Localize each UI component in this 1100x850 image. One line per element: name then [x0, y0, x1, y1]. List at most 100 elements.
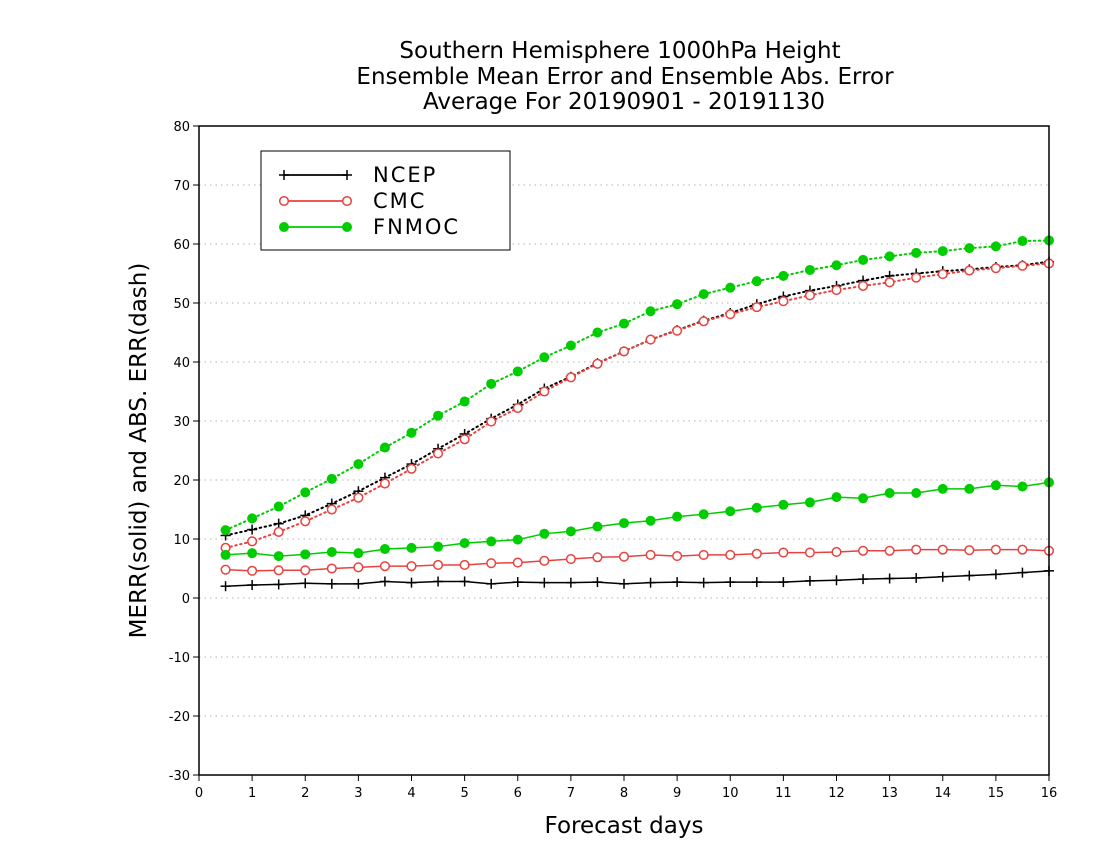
data-point-ncep-merr: [300, 578, 311, 589]
data-point-fnmoc-abs_err: [1017, 236, 1028, 247]
data-point-cmc-abs_err: [565, 372, 576, 383]
data-point-fnmoc-abs_err: [937, 246, 948, 257]
series-line-cmc-abs_err: [224, 262, 1050, 549]
data-point-fnmoc-merr: [937, 483, 948, 494]
data-point-ncep-merr: [379, 576, 390, 587]
data-point-cmc-abs_err: [778, 296, 789, 307]
data-point-fnmoc-abs_err: [698, 289, 709, 300]
data-point-ncep-merr: [645, 577, 656, 588]
data-point-fnmoc-abs_err: [592, 327, 603, 338]
data-point-fnmoc-merr: [884, 487, 895, 498]
data-point-ncep-merr: [725, 577, 736, 588]
data-point-cmc-abs_err: [512, 402, 523, 414]
data-point-cmc-abs_err: [433, 448, 444, 459]
x-tick-label: 9: [673, 786, 681, 801]
data-point-fnmoc-merr: [725, 506, 736, 517]
data-point-cmc-abs_err: [884, 277, 895, 288]
data-point-fnmoc-abs_err: [459, 396, 470, 407]
data-point-fnmoc-abs_err: [778, 270, 789, 281]
data-point-cmc-abs_err: [353, 492, 364, 503]
data-point-fnmoc-abs_err: [406, 427, 417, 438]
data-point-fnmoc-merr: [751, 502, 762, 513]
data-point-fnmoc-abs_err: [725, 282, 736, 293]
data-point-ncep-merr: [937, 571, 948, 582]
data-point-fnmoc-abs_err: [858, 254, 869, 265]
data-point-cmc-abs_err: [831, 284, 842, 296]
data-point-cmc-merr: [512, 557, 523, 568]
legend-marker: [279, 170, 289, 180]
y-tick-label: 50: [173, 297, 190, 312]
data-point-cmc-merr: [1017, 544, 1028, 555]
data-point-cmc-abs_err: [858, 280, 869, 291]
data-point-cmc-abs_err: [618, 346, 630, 357]
y-tick-label: -10: [169, 651, 190, 666]
data-point-ncep-merr: [804, 575, 815, 586]
data-point-cmc-merr: [247, 565, 258, 576]
series-lines: [224, 239, 1050, 587]
data-point-fnmoc-merr: [778, 499, 789, 510]
data-point-cmc-abs_err: [592, 358, 603, 369]
x-tick-label: 16: [1041, 786, 1058, 801]
data-point-fnmoc-merr: [1017, 481, 1028, 492]
data-point-fnmoc-merr: [804, 497, 815, 508]
x-tick-label: 8: [620, 786, 628, 801]
data-point-fnmoc-abs_err: [247, 513, 258, 524]
data-point-fnmoc-merr: [273, 551, 284, 562]
data-point-fnmoc-merr: [619, 518, 629, 529]
data-point-ncep-merr: [220, 581, 231, 592]
data-point-fnmoc-merr: [672, 511, 683, 522]
data-point-ncep-merr: [539, 577, 550, 588]
data-point-ncep-merr: [911, 572, 922, 583]
data-point-cmc-merr: [379, 561, 390, 572]
data-point-fnmoc-merr: [486, 536, 497, 547]
data-point-fnmoc-abs_err: [273, 501, 284, 512]
data-point-cmc-merr: [326, 563, 337, 574]
data-point-fnmoc-abs_err: [645, 306, 656, 317]
data-point-fnmoc-abs_err: [353, 459, 364, 470]
data-point-fnmoc-abs_err: [964, 243, 975, 254]
data-point-ncep-merr: [512, 577, 523, 588]
y-tick-label: 10: [173, 533, 190, 548]
data-point-fnmoc-abs_err: [379, 442, 390, 453]
data-point-cmc-abs_err: [486, 416, 497, 427]
data-point-cmc-abs_err: [326, 504, 337, 515]
data-point-cmc-merr: [804, 547, 815, 558]
data-point-cmc-abs_err: [300, 516, 311, 527]
data-point-cmc-merr: [964, 545, 975, 556]
data-point-cmc-merr: [725, 549, 736, 560]
series-line-fnmoc-abs_err: [224, 239, 1050, 532]
data-point-cmc-merr: [831, 546, 842, 558]
y-tick-label: 20: [173, 474, 190, 489]
data-point-cmc-merr: [672, 551, 683, 562]
data-point-fnmoc-merr: [911, 487, 922, 498]
legend-entry-fnmoc: FNMOC: [279, 215, 458, 239]
data-point-fnmoc-abs_err: [486, 378, 497, 389]
data-point-cmc-abs_err: [273, 526, 284, 537]
chart-title-line: Average For 20190901 - 20191130: [423, 89, 825, 115]
data-point-fnmoc-merr: [964, 483, 975, 494]
data-point-cmc-merr: [539, 555, 550, 566]
data-point-cmc-merr: [645, 549, 656, 560]
data-point-fnmoc-merr: [990, 480, 1001, 491]
data-point-ncep-merr: [406, 577, 417, 588]
data-point-cmc-merr: [751, 548, 762, 559]
gridlines: [199, 184, 1049, 717]
data-point-fnmoc-abs_err: [619, 318, 629, 329]
data-point-ncep-merr: [831, 575, 842, 586]
data-point-cmc-merr: [618, 551, 630, 562]
data-point-fnmoc-abs_err: [911, 247, 922, 258]
data-point-cmc-merr: [220, 564, 231, 575]
data-point-ncep-merr: [486, 578, 497, 589]
data-point-ncep-merr: [990, 569, 1001, 580]
data-point-cmc-abs_err: [379, 478, 390, 489]
data-point-cmc-merr: [486, 558, 497, 569]
data-point-cmc-abs_err: [539, 386, 550, 397]
data-point-fnmoc-merr: [565, 526, 576, 537]
data-point-fnmoc-abs_err: [300, 487, 311, 498]
data-point-fnmoc-merr: [300, 549, 311, 560]
data-point-fnmoc-merr: [379, 544, 390, 555]
data-point-fnmoc-merr: [539, 528, 550, 539]
data-point-fnmoc-merr: [459, 538, 470, 549]
